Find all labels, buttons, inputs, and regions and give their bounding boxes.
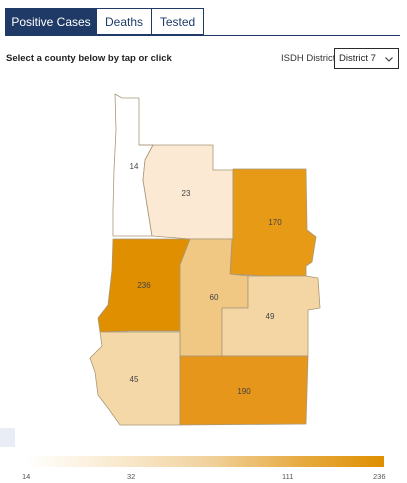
county-6-value: 49 <box>266 312 275 321</box>
county-3-value: 170 <box>268 218 282 227</box>
county-2[interactable] <box>138 144 234 240</box>
chevron-down-icon <box>385 57 393 62</box>
legend-tick-min: 14 <box>22 472 31 481</box>
legend-tick-max: 236 <box>373 472 386 481</box>
county-5-value: 60 <box>210 293 219 302</box>
tab-positive-cases[interactable]: Positive Cases <box>5 8 96 35</box>
county-8[interactable] <box>179 355 309 426</box>
county-4-value: 236 <box>137 281 151 290</box>
color-scale-legend <box>26 456 384 467</box>
select-county-prompt: Select a county below by tap or click <box>6 53 172 64</box>
county-1-value: 14 <box>130 162 139 171</box>
district-select[interactable]: District 7 <box>334 48 399 69</box>
district-filter-label: ISDH District <box>281 53 336 64</box>
side-panel-tab[interactable] <box>0 428 15 447</box>
tab-deaths[interactable]: Deaths <box>96 8 151 35</box>
county-7-value: 45 <box>130 375 139 384</box>
legend-tick-2: 32 <box>127 472 136 481</box>
district-selected-value: District 7 <box>339 53 376 64</box>
tab-tested[interactable]: Tested <box>151 8 204 35</box>
county-6[interactable] <box>221 275 321 357</box>
county-8-value: 190 <box>237 387 251 396</box>
tab-underline <box>5 35 400 36</box>
county-2-value: 23 <box>182 189 191 198</box>
metric-tabs: Positive Cases Deaths Tested <box>5 8 204 37</box>
legend-tick-3: 111 <box>282 472 294 481</box>
